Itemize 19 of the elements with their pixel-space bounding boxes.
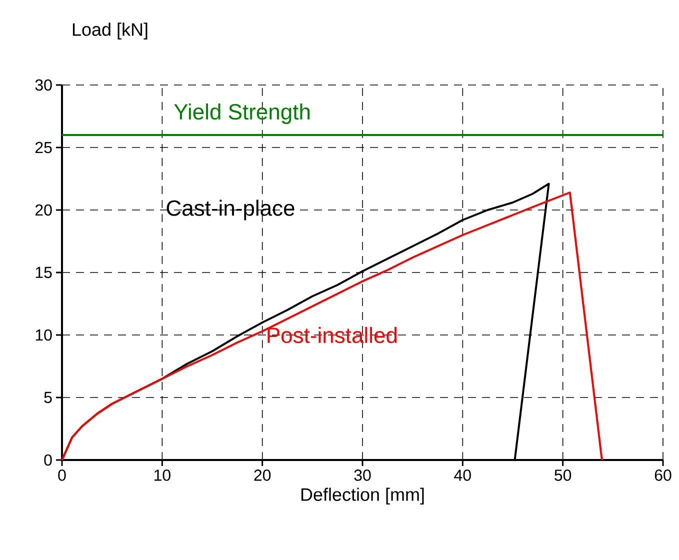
ref-line-label: Yield Strength: [174, 103, 310, 124]
x-tick-label: 60: [654, 470, 672, 481]
y-tick-label: 5: [44, 392, 52, 404]
x-tick-label: 10: [154, 470, 170, 481]
x-tick-label: 40: [454, 470, 471, 481]
y-tick-label: 10: [36, 329, 52, 341]
y-tick-label: 20: [35, 204, 52, 216]
y-axis-title: Load [kN]: [72, 22, 148, 40]
series-label: Post-installed: [268, 326, 397, 344]
y-tick-label: 25: [35, 142, 52, 154]
x-tick-label: 0: [58, 470, 66, 481]
y-tick-label: 15: [36, 266, 52, 278]
y-tick-label: 30: [35, 79, 52, 91]
x-tick-label: 30: [354, 470, 371, 481]
x-axis-title: Deflection [mm]: [301, 488, 424, 505]
x-tick-label: 20: [254, 470, 271, 481]
x-tick-label: 50: [554, 470, 572, 481]
text: Cast-in-place: [166, 200, 294, 220]
y-tick-label: 0: [44, 454, 52, 466]
